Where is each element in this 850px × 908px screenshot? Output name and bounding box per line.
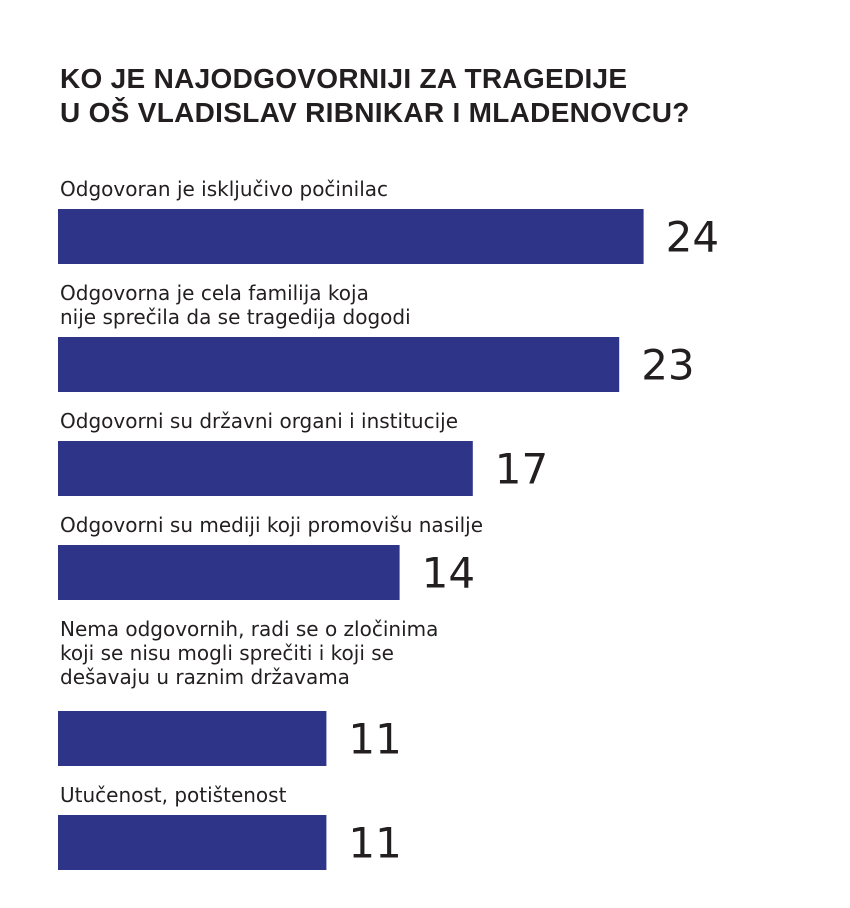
category-label-1: Odgovoran je isključivo počinilac bbox=[60, 177, 388, 201]
value-label-2: 23 bbox=[641, 341, 694, 390]
bar-5 bbox=[58, 711, 327, 766]
category-label-5-line-2: koji se nisu mogli sprečiti i koji se bbox=[60, 641, 394, 665]
bar-6 bbox=[58, 815, 327, 870]
value-label-6: 11 bbox=[348, 819, 401, 868]
chart-title-line-1: KO JE NAJODGOVORNIJI ZA TRAGEDIJE bbox=[60, 63, 628, 94]
bar-4 bbox=[58, 545, 400, 600]
value-label-1: 24 bbox=[666, 213, 719, 262]
category-label-2-line-1: Odgovorna je cela familija koja bbox=[60, 281, 369, 305]
category-label-5-line-1: Nema odgovornih, radi se o zločinima bbox=[60, 617, 438, 641]
category-label-5-line-3: dešavaju u raznim državama bbox=[60, 665, 350, 689]
category-label-2-line-2: nije sprečila da se tragedija dogodi bbox=[60, 305, 411, 329]
chart-title: KO JE NAJODGOVORNIJI ZA TRAGEDIJE U OŠ V… bbox=[60, 62, 820, 130]
bar-2 bbox=[58, 337, 620, 392]
value-label-3: 17 bbox=[495, 445, 548, 494]
value-label-5: 11 bbox=[348, 715, 401, 764]
bar-3 bbox=[58, 441, 473, 496]
category-label-6: Utučenost, potištenost bbox=[60, 783, 287, 807]
category-label-4: Odgovorni su mediji koji promovišu nasil… bbox=[60, 513, 483, 537]
bar-1 bbox=[58, 209, 644, 264]
value-label-4: 14 bbox=[422, 549, 475, 598]
chart-title-line-2: U OŠ VLADISLAV RIBNIKAR I MLADENOVCU? bbox=[60, 97, 690, 128]
category-label-3: Odgovorni su državni organi i institucij… bbox=[60, 409, 458, 433]
